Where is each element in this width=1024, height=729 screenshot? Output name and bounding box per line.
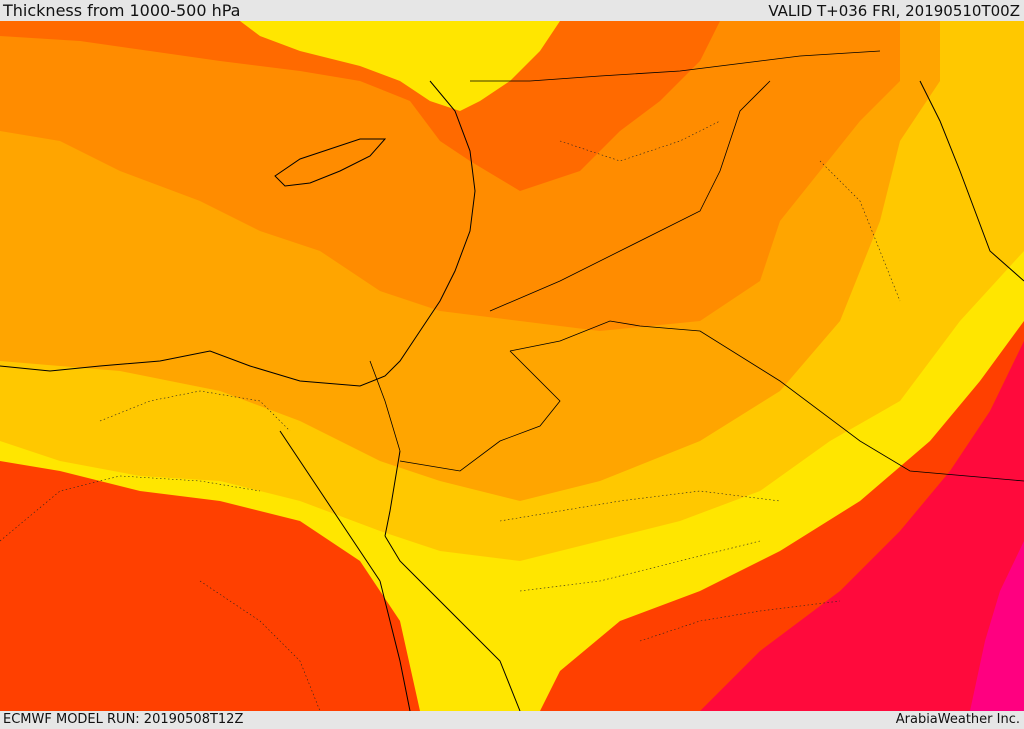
- border-jordan-saudi: [509, 320, 1024, 482]
- red-sea-west: [379, 580, 411, 711]
- border-turkey-syria: [470, 50, 881, 82]
- thickness-map: [0, 21, 1024, 711]
- valid-time: VALID T+036 FRI, 20190510T00Z: [768, 2, 1020, 20]
- thickness-band-6: [240, 21, 560, 111]
- coastlines: [0, 80, 1024, 711]
- header-bar: Thickness from 1000-500 hPa VALID T+036 …: [0, 0, 1024, 21]
- thickness-band-4: [0, 21, 900, 331]
- thickness-band-5: [0, 21, 720, 191]
- gulf-of-aqaba: [384, 450, 401, 537]
- levant-coast: [0, 80, 476, 387]
- footer-bar: ECMWF MODEL RUN: 20190508T12Z ArabiaWeat…: [0, 711, 1024, 729]
- thickness-band-9: [700, 341, 1024, 711]
- thickness-band-8: [0, 461, 420, 711]
- map-title: Thickness from 1000-500 hPa: [3, 1, 241, 20]
- border-iraq-jordan: [489, 80, 771, 312]
- cyprus-outline: [274, 138, 387, 187]
- model-run-label: ECMWF MODEL RUN: 20190508T12Z: [3, 712, 244, 727]
- persian-gulf-coast: [919, 80, 1024, 282]
- country-borders: [369, 50, 1024, 482]
- border-egypt-saudi: [399, 350, 561, 472]
- dotted-admin-borders: [0, 120, 901, 711]
- credit-label: ArabiaWeather Inc.: [895, 712, 1020, 727]
- gulf-of-suez: [279, 430, 381, 582]
- border-sinai: [369, 360, 401, 452]
- thickness-band-10: [970, 541, 1024, 711]
- red-sea-coast: [384, 535, 521, 711]
